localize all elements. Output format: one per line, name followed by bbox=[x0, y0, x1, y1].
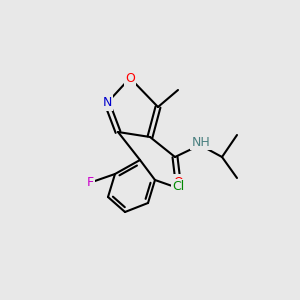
Text: F: F bbox=[86, 176, 94, 188]
Text: NH: NH bbox=[192, 136, 210, 148]
Text: O: O bbox=[173, 176, 183, 188]
Text: Cl: Cl bbox=[172, 181, 184, 194]
Text: N: N bbox=[102, 97, 112, 110]
Text: O: O bbox=[125, 71, 135, 85]
